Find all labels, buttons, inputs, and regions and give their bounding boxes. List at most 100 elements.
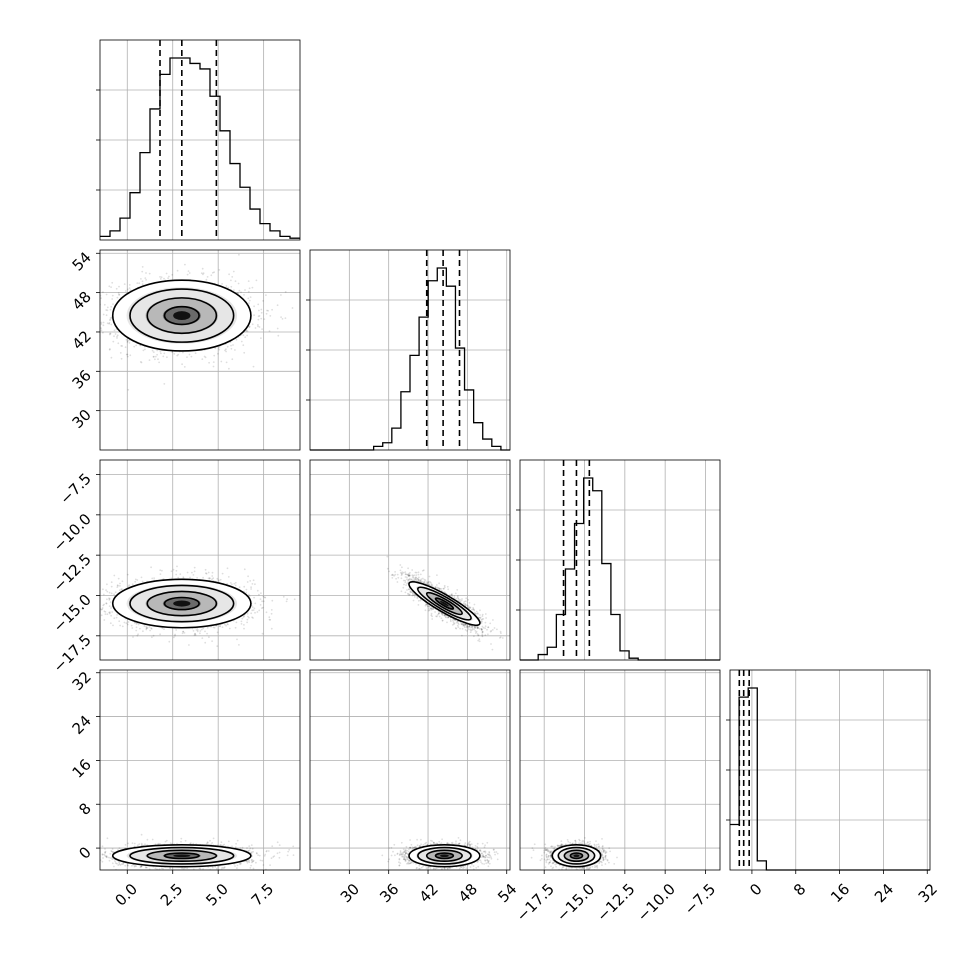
sample-point [436,586,439,589]
sample-point [224,623,226,626]
sample-point [447,616,450,619]
sample-point [246,612,249,615]
density-fill [173,600,191,607]
sample-point [218,346,221,348]
sample-point [388,570,390,573]
sample-point [159,278,162,280]
sample-point [94,615,96,617]
sample-point [193,634,196,637]
sample-point [116,614,118,616]
sample-point [424,579,427,582]
sample-point [242,334,245,337]
sample-point [243,627,245,630]
sample-point [154,355,157,358]
sample-point [139,361,142,363]
sample-point [121,588,123,591]
sample-point [120,357,123,360]
sample-point [165,272,168,275]
sample-point [110,286,112,288]
sample-point [219,578,222,581]
sample-point [293,598,296,601]
sample-point [119,352,122,354]
sample-point [113,574,116,577]
sample-point [243,568,246,571]
sample-point [163,352,166,355]
sample-point [204,356,207,359]
sample-point [110,581,113,584]
sample-point [477,627,480,629]
sample-point [103,610,106,613]
sample-point [118,620,121,623]
sample-point [168,640,171,643]
sample-point [259,604,262,606]
sample-point [196,629,199,631]
sample-point [251,286,254,289]
sample-point [411,579,414,582]
sample-point [462,623,465,626]
sample-point [263,318,266,320]
sample-point [430,607,432,610]
sample-point [484,627,486,630]
sample-point [417,573,420,576]
sample-point [203,355,206,358]
sample-point [230,347,233,350]
sample-point [415,576,417,579]
sample-point [254,602,257,605]
sample-point [482,618,485,620]
sample-point [123,283,126,285]
sample-point [201,358,204,360]
sample-point [237,292,240,295]
sample-point [202,273,204,276]
sample-point [73,310,75,312]
sample-point [211,640,214,642]
sample-point [109,317,112,319]
sample-point [234,626,237,629]
sample-point [133,345,136,348]
sample-point [265,312,268,315]
sample-point [212,365,215,368]
sample-point [161,569,163,572]
sample-point [116,586,119,588]
sample-point [235,621,238,624]
sample-point [108,611,110,614]
sample-point [159,350,162,353]
sample-point [280,316,282,318]
sample-point [134,578,137,581]
histogram-p2 [520,477,720,661]
sample-point [218,269,221,271]
sample-point [487,626,489,629]
sample-point [109,318,112,321]
sample-point [238,289,241,292]
sample-point [130,624,133,627]
sample-point [118,293,121,296]
sample-point [220,360,223,363]
sample-point [145,625,148,628]
sample-point [479,609,481,612]
sample-point [97,622,99,624]
sample-point [254,583,256,586]
sample-point [226,582,229,585]
sample-point [201,637,204,639]
sample-point [105,293,108,296]
sample-point [205,278,208,281]
sample-point [254,327,257,329]
sample-point [261,632,264,635]
sample-point [123,621,126,624]
sample-point [110,614,112,617]
sample-point [141,283,144,286]
sample-point [114,591,117,594]
sample-point [108,597,111,600]
sample-point [261,607,263,609]
sample-point [473,603,476,606]
sample-point [141,270,144,273]
contour-line [129,288,235,343]
sample-point [246,621,249,624]
sample-point [168,275,170,278]
sample-point [108,348,111,351]
histogram-p3 [730,687,930,871]
sample-point [466,625,469,628]
sample-point [211,578,213,581]
sample-point [151,577,154,580]
sample-point [207,571,210,574]
sample-point [436,615,438,618]
